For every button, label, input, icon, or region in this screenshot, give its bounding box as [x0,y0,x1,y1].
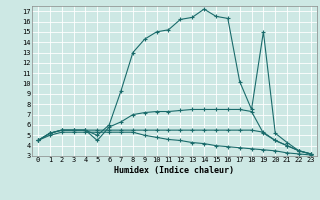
X-axis label: Humidex (Indice chaleur): Humidex (Indice chaleur) [115,166,234,175]
